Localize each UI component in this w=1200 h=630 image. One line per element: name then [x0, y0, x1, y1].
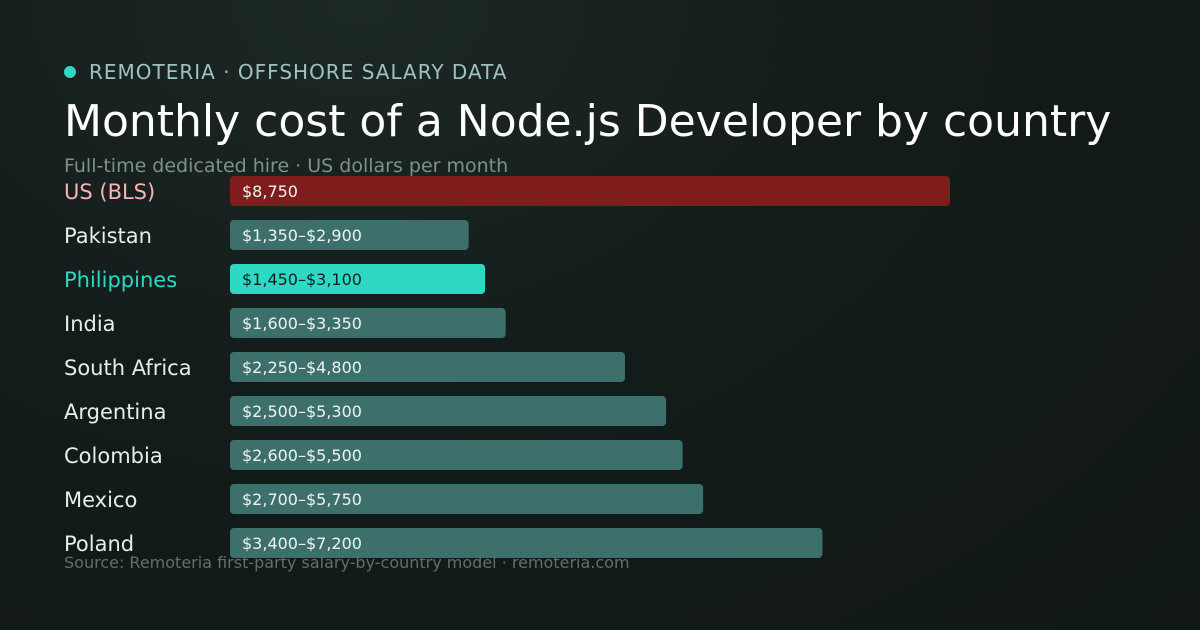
bar — [230, 220, 469, 250]
category-label: Argentina — [64, 400, 166, 424]
bar — [230, 528, 823, 558]
data-label: $1,450–$3,100 — [242, 270, 362, 289]
source-note: Source: Remoteria first-party salary-by-… — [64, 553, 630, 572]
category-label: Colombia — [64, 444, 163, 468]
data-label: $8,750 — [242, 182, 298, 201]
bar — [230, 176, 950, 206]
data-label: $1,600–$3,350 — [242, 314, 362, 333]
bar — [230, 396, 667, 426]
data-label: $2,250–$4,800 — [242, 358, 362, 377]
bar — [230, 440, 683, 470]
data-label: $1,350–$2,900 — [242, 226, 362, 245]
data-label: $3,400–$7,200 — [242, 534, 362, 553]
bar — [230, 308, 506, 338]
brand-text: REMOTERIA · OFFSHORE SALARY DATA — [89, 60, 508, 84]
bar — [230, 484, 704, 514]
data-label: $2,600–$5,500 — [242, 446, 362, 465]
data-label: $2,700–$5,750 — [242, 490, 362, 509]
category-label: US (BLS) — [64, 180, 155, 204]
category-label: India — [64, 312, 116, 336]
category-label: Philippines — [64, 268, 177, 292]
bar — [230, 352, 625, 382]
category-label: Poland — [64, 532, 134, 556]
bar — [230, 264, 486, 294]
category-label: South Africa — [64, 356, 192, 380]
chart-subtitle: Full-time dedicated hire · US dollars pe… — [64, 155, 509, 177]
data-label: $2,500–$5,300 — [242, 402, 362, 421]
brand-dot-icon — [64, 66, 76, 78]
category-label: Pakistan — [64, 224, 152, 248]
chart-title: Monthly cost of a Node.js Developer by c… — [64, 96, 1112, 147]
category-label: Mexico — [64, 488, 137, 512]
brand: REMOTERIA · OFFSHORE SALARY DATA — [64, 60, 507, 84]
